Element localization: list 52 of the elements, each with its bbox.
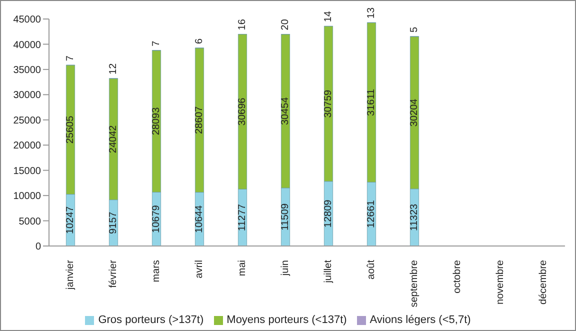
legend-label: Avions légers (<5,7t): [370, 314, 471, 326]
data-label: 7: [151, 40, 162, 46]
y-tick-label: 30000: [13, 90, 42, 102]
data-label: 5: [409, 26, 420, 32]
x-tick-label: janvier: [65, 259, 76, 290]
data-label: 14: [323, 10, 334, 22]
data-label: 9157: [108, 211, 119, 234]
data-label: 31611: [366, 88, 377, 116]
data-label: 12: [108, 62, 119, 74]
x-tick-label: novembre: [495, 260, 506, 304]
x-tick-label: octobre: [452, 260, 463, 294]
x-tick-label: février: [108, 259, 119, 288]
y-tick-label: 10000: [13, 191, 42, 202]
data-label: 11509: [280, 203, 291, 231]
data-label: 6: [194, 38, 205, 44]
x-tick-label: septembre: [409, 260, 420, 308]
data-label: 12661: [366, 200, 377, 228]
x-tick-label: mars: [151, 260, 162, 282]
data-label: 20: [280, 18, 291, 30]
data-label: 30204: [409, 98, 420, 127]
data-label: 10679: [151, 204, 162, 233]
y-tick-label: 40000: [13, 40, 42, 51]
x-tick-label: juillet: [323, 260, 334, 284]
x-tick-label: août: [366, 260, 377, 280]
x-tick-label: mai: [237, 260, 248, 276]
data-label: 11323: [409, 203, 420, 231]
legend-label: Gros porteurs (>137t): [98, 314, 204, 326]
data-label: 28607: [194, 106, 205, 134]
data-label: 11277: [237, 204, 248, 232]
x-tick-label: juin: [280, 260, 291, 277]
y-tick-label: 0: [35, 242, 42, 253]
data-label: 12809: [323, 199, 334, 228]
data-label: 7: [65, 55, 76, 62]
data-label: 25605: [65, 115, 76, 144]
data-label: 30759: [323, 89, 334, 118]
y-tick-label: 15000: [13, 166, 42, 177]
x-tick-label: avril: [194, 260, 205, 278]
y-tick-label: 5000: [18, 216, 42, 228]
data-label: 10644: [194, 204, 205, 234]
y-tick-label: 35000: [13, 64, 42, 76]
data-label: 30696: [237, 97, 248, 126]
x-tick-label: décembre: [538, 260, 549, 304]
data-label: 10247: [65, 206, 76, 234]
legend-label: Moyens porteurs (<137t): [226, 314, 347, 326]
data-label: 24042: [108, 124, 119, 154]
data-label: 30454: [280, 96, 291, 126]
y-tick-label: 45000: [13, 14, 42, 26]
y-tick-label: 25000: [13, 115, 42, 126]
data-label: 13: [366, 7, 377, 19]
data-label: 16: [237, 18, 248, 30]
data-label: 28093: [151, 106, 162, 136]
y-tick-label: 20000: [13, 140, 42, 152]
